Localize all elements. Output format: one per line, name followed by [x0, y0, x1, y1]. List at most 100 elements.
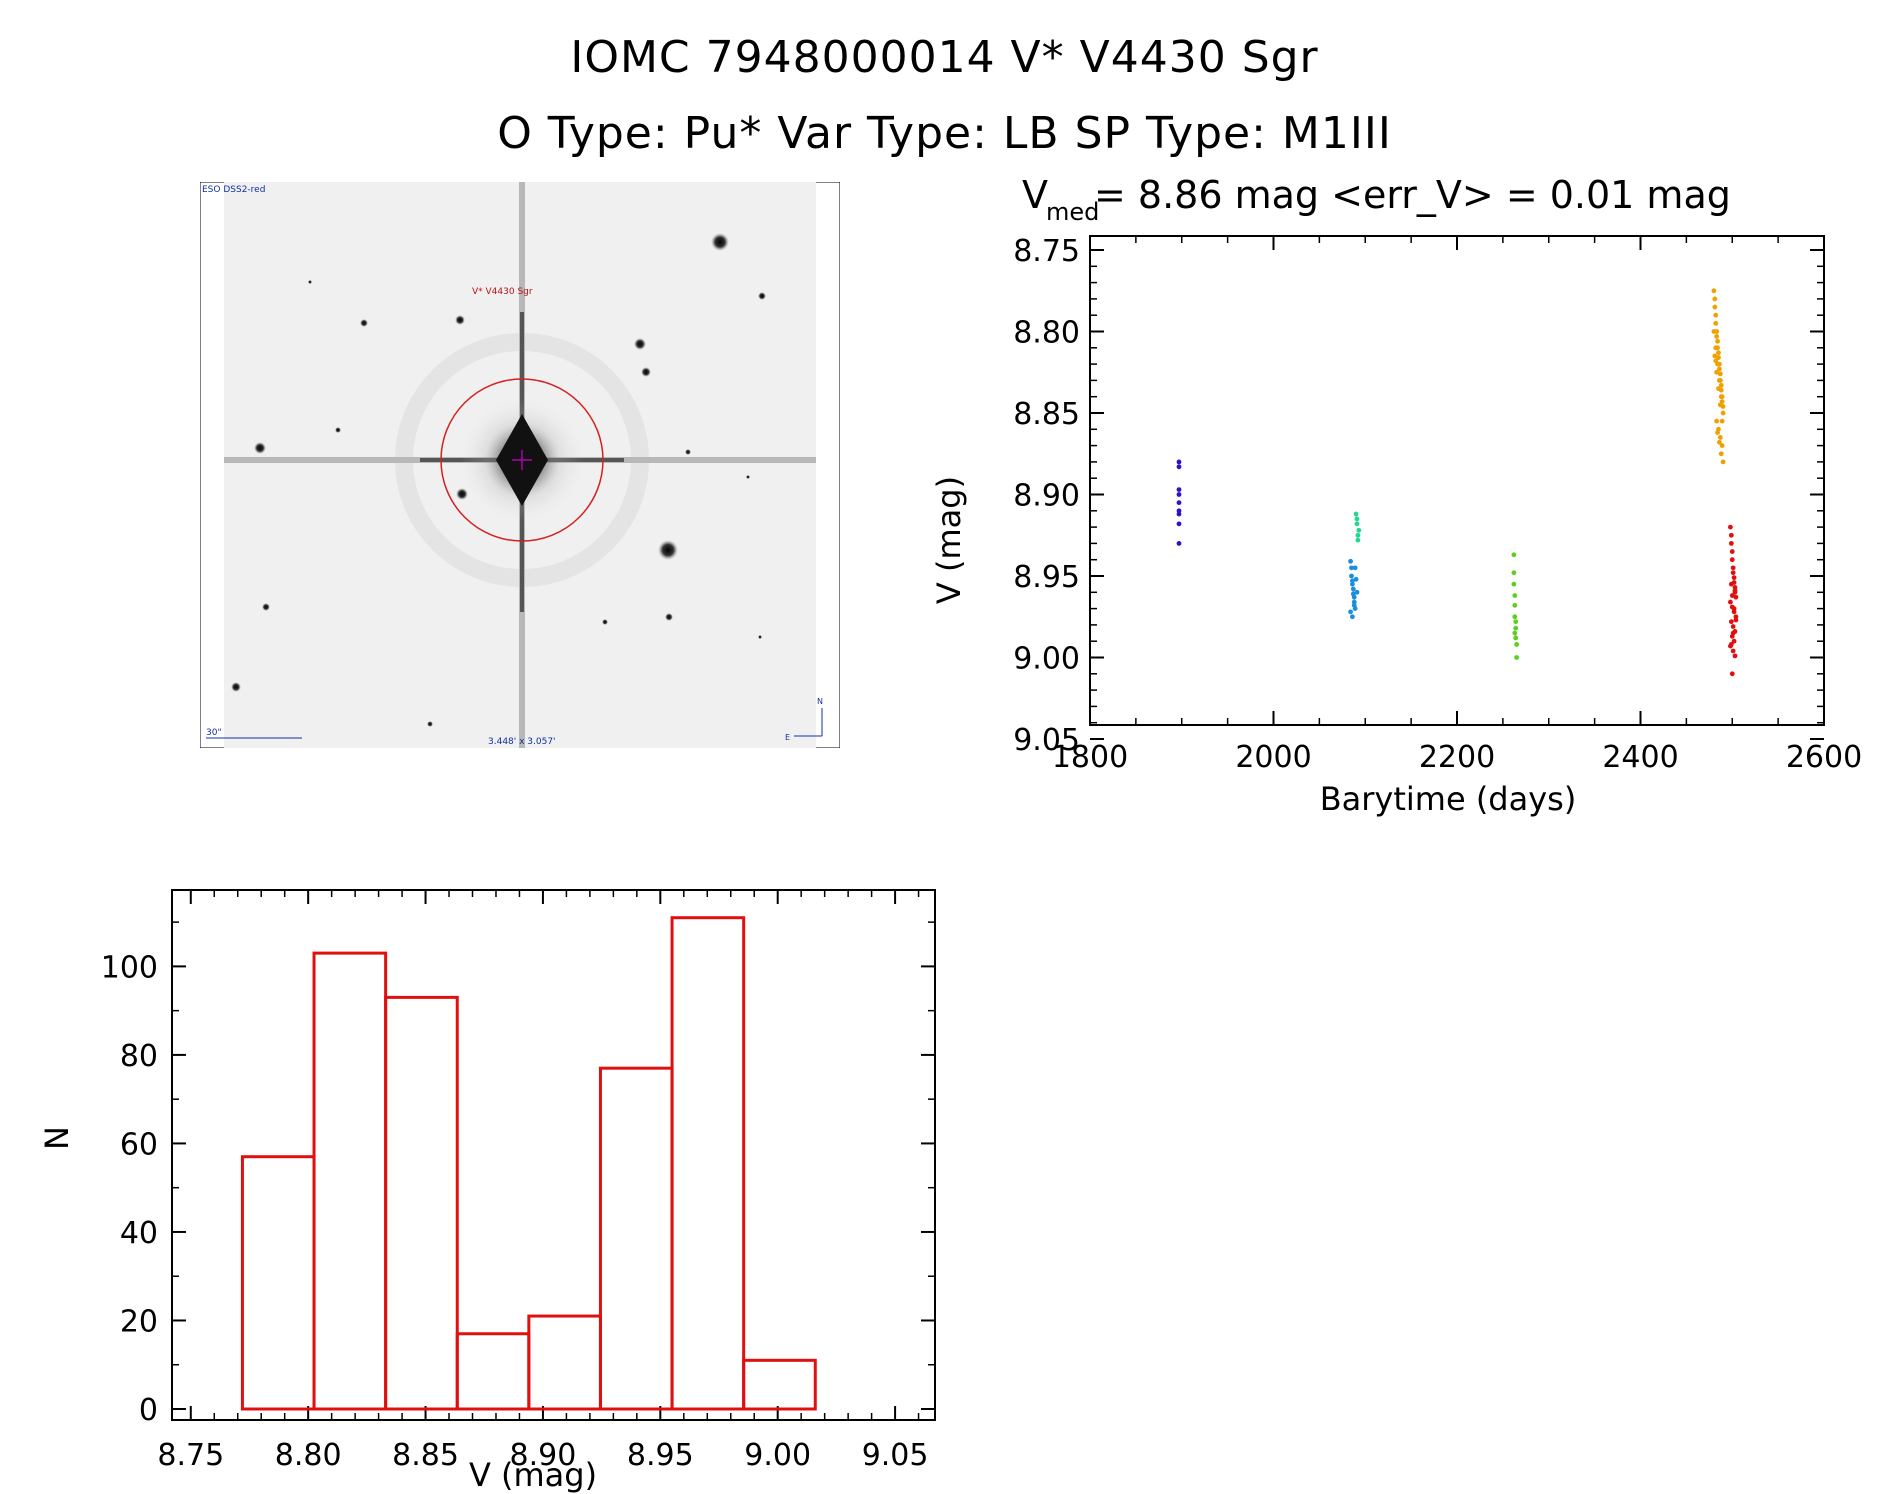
lc-point — [1176, 459, 1182, 465]
lc-point — [1354, 521, 1360, 527]
lc-point — [1356, 527, 1362, 533]
lc-point — [1353, 511, 1359, 517]
lc-point — [1718, 382, 1724, 388]
survey-label: ESO DSS2-red — [202, 185, 265, 195]
lc-ytick-label: 8.90 — [1013, 479, 1080, 514]
lc-point — [1731, 638, 1737, 644]
lc-point — [1354, 516, 1360, 522]
lc-ytick-label: 8.85 — [1013, 397, 1080, 432]
lc-ytick-label: 9.05 — [1013, 723, 1080, 758]
lc-point — [1512, 614, 1518, 620]
lc-point — [1713, 345, 1719, 351]
lc-point — [1712, 304, 1718, 310]
lc-point — [1354, 589, 1360, 595]
hist-xtick-label: 8.90 — [510, 1438, 577, 1473]
lc-xtick-label: 2200 — [1419, 740, 1495, 775]
lc-point — [1716, 350, 1721, 356]
hist-ytick-label: 40 — [120, 1216, 158, 1251]
lc-point — [1714, 369, 1720, 375]
hist-plot-frame — [171, 889, 936, 1421]
lc-title-rest: = 8.86 mag <err_V> = 0.01 mag — [1094, 173, 1731, 217]
lc-point — [1717, 378, 1722, 383]
hist-ytick-label: 100 — [101, 950, 158, 985]
lc-point — [1350, 586, 1356, 592]
compass-n-label: N — [817, 697, 823, 706]
lc-point — [1729, 557, 1735, 563]
lc-point — [1716, 355, 1721, 360]
hist-ytick-label: 80 — [120, 1039, 158, 1074]
lc-point — [1711, 288, 1717, 294]
lc-point — [1731, 575, 1737, 581]
lc-point — [1715, 338, 1720, 344]
lc-ytick-label: 9.00 — [1013, 642, 1080, 677]
hist-xlabel: V (mag) — [469, 1456, 597, 1494]
lc-point — [1730, 570, 1736, 576]
lc-point — [1717, 435, 1723, 440]
title-line-1: IOMC 7948000014 V* V4430 Sgr — [570, 32, 1319, 83]
lc-point — [1714, 333, 1720, 339]
lc-point — [1720, 410, 1726, 416]
lc-point — [1715, 430, 1720, 435]
lc-point — [1713, 358, 1719, 364]
lc-xlabel: Barytime (days) — [1320, 780, 1577, 818]
lc-point — [1728, 524, 1733, 530]
lc-point — [1728, 599, 1733, 605]
lc-point — [1712, 296, 1718, 302]
lc-point — [1512, 630, 1518, 636]
hist-ytick-label: 20 — [120, 1304, 158, 1339]
lc-point — [1732, 588, 1738, 594]
hist-bar — [240, 1155, 316, 1411]
lc-point — [1719, 418, 1725, 424]
lc-ytick-label: 8.80 — [1013, 316, 1080, 351]
lc-point — [1711, 329, 1717, 334]
lc-xtick-label: 2400 — [1602, 740, 1678, 775]
fov-label: 3.448' x 3.057' — [488, 737, 556, 747]
lc-point — [1728, 581, 1734, 587]
lc-point — [1350, 614, 1355, 620]
lc-xtick-label: 1800 — [1052, 740, 1128, 775]
lc-point — [1728, 642, 1734, 647]
lc-point — [1730, 624, 1736, 629]
hist-xtick-label: 9.00 — [744, 1438, 811, 1473]
hist-bar — [742, 1358, 817, 1411]
hist-bar — [312, 951, 388, 1411]
lc-point — [1514, 655, 1520, 660]
lc-point — [1176, 500, 1182, 506]
hist-bar — [455, 1332, 531, 1411]
lc-point — [1351, 602, 1357, 608]
lc-point — [1511, 581, 1517, 587]
lc-point — [1731, 606, 1737, 611]
lc-plot-frame — [1089, 235, 1825, 726]
lc-point — [1728, 532, 1734, 538]
hist-xtick-label: 8.75 — [157, 1438, 224, 1473]
hist-bar — [384, 995, 459, 1411]
lc-point — [1352, 565, 1358, 571]
hist-xtick-label: 8.85 — [392, 1438, 459, 1473]
lc-point — [1712, 353, 1718, 359]
lc-point — [1351, 594, 1357, 600]
lc-point — [1355, 532, 1361, 538]
lc-point — [1349, 573, 1354, 579]
lc-point — [1511, 570, 1517, 576]
lc-point — [1714, 418, 1720, 424]
lc-point — [1176, 511, 1182, 517]
finder-chart-image: ESO DSS2-red V* V4430 Sgr 30" 3.448' x 3… — [200, 182, 840, 748]
light-curve-chart: V med = 8.86 mag <err_V> = 0.01 mag 1800… — [930, 173, 1862, 818]
lc-point — [1728, 619, 1734, 625]
lc-point — [1719, 443, 1725, 448]
lc-point — [1713, 312, 1719, 318]
lc-point — [1176, 492, 1182, 497]
lc-point — [1513, 635, 1519, 641]
lc-point — [1716, 386, 1721, 391]
hist-xtick-label: 8.95 — [627, 1438, 694, 1473]
lc-point — [1355, 537, 1361, 543]
target-circle — [440, 378, 604, 542]
lc-point — [1176, 521, 1182, 527]
lc-point — [1729, 593, 1735, 598]
lc-point — [1176, 541, 1182, 546]
target-label: V* V4430 Sgr — [472, 287, 533, 297]
lc-point — [1732, 653, 1738, 659]
lc-point — [1349, 565, 1354, 571]
hist-bar — [598, 1066, 674, 1411]
lc-point — [1730, 648, 1736, 654]
